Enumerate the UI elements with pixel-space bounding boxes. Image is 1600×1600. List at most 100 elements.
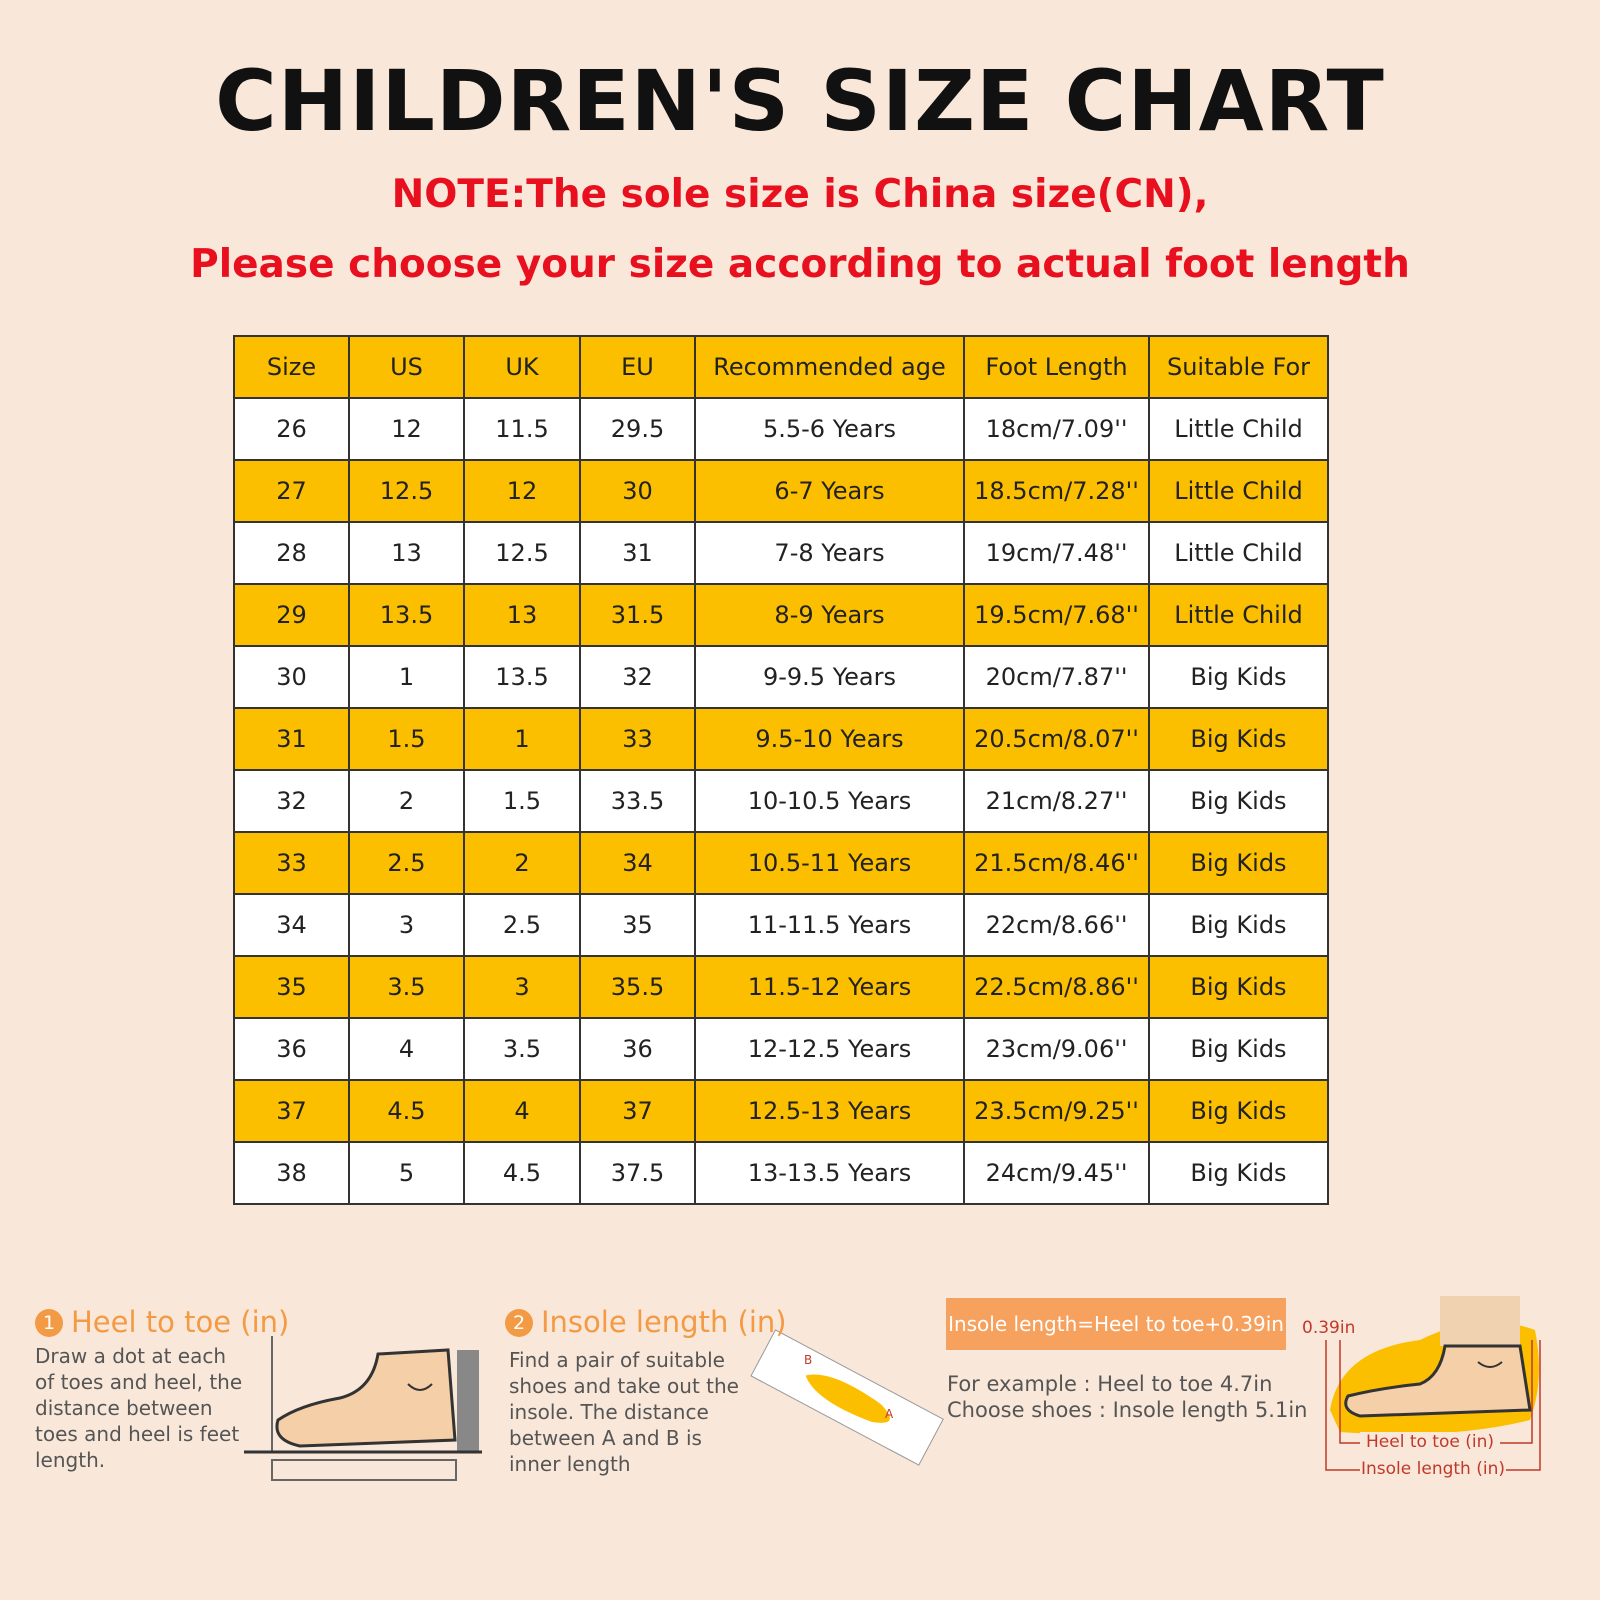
table-cell: 4.5 — [463, 1141, 581, 1205]
step-text: Draw a dot at each of toes and heel, the… — [35, 1344, 243, 1472]
table-cell: 3.5 — [348, 955, 465, 1019]
column-header: US — [348, 335, 465, 399]
table-cell: 9-9.5 Years — [694, 645, 965, 709]
table-cell: Big Kids — [1148, 831, 1329, 895]
table-cell: 32 — [579, 645, 696, 709]
table-row: 38 5 4.5 37.5 13-13.5 Years 24cm/9.45'' Big Ki… — [233, 1141, 1329, 1205]
table-cell: 33.5 — [579, 769, 696, 833]
table-row: 29 13.5 13 31.5 8-9 Years 19.5cm/7.68'' Little… — [233, 583, 1329, 647]
table-cell: 2.5 — [348, 831, 465, 895]
table-cell: 13-13.5 Years — [694, 1141, 965, 1205]
table-row: 30 1 13.5 32 9-9.5 Years 20cm/7.87'' Big Kids — [233, 645, 1329, 709]
table-cell: 2.5 — [463, 893, 581, 957]
header-row: Size US UK EU Recommended age Foot Length Suit… — [233, 335, 1329, 399]
table-cell: 21.5cm/8.46'' — [963, 831, 1150, 895]
table-cell: 31 — [233, 707, 350, 771]
table-cell: Big Kids — [1148, 955, 1329, 1019]
step-title-text: Heel to toe (in) — [71, 1305, 290, 1339]
table-cell: 10-10.5 Years — [694, 769, 965, 833]
table-cell: 3 — [463, 955, 581, 1019]
table-cell: 13 — [463, 583, 581, 647]
title: CHILDREN'S SIZE CHART — [215, 52, 1385, 150]
table-row: 33 2.5 2 34 10.5-11 Years 21.5cm/8.46'' Big Ki… — [233, 831, 1329, 895]
table-cell: Big Kids — [1148, 769, 1329, 833]
table-cell: 1 — [348, 645, 465, 709]
table-cell: 13 — [348, 521, 465, 585]
column-header: UK — [463, 335, 581, 399]
table-cell: 21cm/8.27'' — [963, 769, 1150, 833]
table-cell: 4.5 — [348, 1079, 465, 1143]
table-cell: 4 — [348, 1017, 465, 1081]
table-cell: 5 — [348, 1141, 465, 1205]
table-cell: Big Kids — [1148, 645, 1329, 709]
table-cell: Little Child — [1148, 521, 1329, 585]
column-header: Recommended age — [694, 335, 965, 399]
table-cell: 29.5 — [579, 397, 696, 461]
table-cell: 37 — [233, 1079, 350, 1143]
table-cell: Big Kids — [1148, 1079, 1329, 1143]
column-header: EU — [579, 335, 696, 399]
table-cell: 29 — [233, 583, 350, 647]
formula-box: Insole length=Heel to toe+0.39in — [946, 1298, 1286, 1350]
table-cell: 7-8 Years — [694, 521, 965, 585]
table-cell: Little Child — [1148, 583, 1329, 647]
table-cell: Big Kids — [1148, 1017, 1329, 1081]
table-cell: 1 — [463, 707, 581, 771]
step-title: 1 Heel to toe (in) — [35, 1305, 289, 1339]
foot-measure-illustration — [244, 1336, 482, 1481]
table-cell: 3.5 — [463, 1017, 581, 1081]
example-line: Choose shoes : Insole length 5.1in — [947, 1398, 1308, 1422]
table-row: 34 3 2.5 35 11-11.5 Years 22cm/8.66'' Big Kids — [233, 893, 1329, 957]
diagram-label: 0.39in — [1302, 1318, 1356, 1338]
table-row: 36 4 3.5 36 12-12.5 Years 23cm/9.06'' Big Kids — [233, 1017, 1329, 1081]
table-cell: 9.5-10 Years — [694, 707, 965, 771]
table-cell: 31 — [579, 521, 696, 585]
table-cell: 27 — [233, 459, 350, 523]
table-cell: 31.5 — [579, 583, 696, 647]
column-header: Suitable For — [1148, 335, 1329, 399]
table-cell: 22.5cm/8.86'' — [963, 955, 1150, 1019]
table-cell: 23.5cm/9.25'' — [963, 1079, 1150, 1143]
table-cell: 1.5 — [348, 707, 465, 771]
table-cell: 34 — [579, 831, 696, 895]
point-label: B — [804, 1353, 812, 1367]
table-cell: 18.5cm/7.28'' — [963, 459, 1150, 523]
example-line: For example : Heel to toe 4.7in — [947, 1372, 1273, 1396]
table-cell: 33 — [579, 707, 696, 771]
table-row: 31 1.5 1 33 9.5-10 Years 20.5cm/8.07'' Big Kid… — [233, 707, 1329, 771]
table-cell: 12-12.5 Years — [694, 1017, 965, 1081]
table-cell: 35.5 — [579, 955, 696, 1019]
table-cell: 19.5cm/7.68'' — [963, 583, 1150, 647]
table-cell: 24cm/9.45'' — [963, 1141, 1150, 1205]
point-label: A — [885, 1407, 894, 1421]
step-title-text: Insole length (in) — [541, 1305, 787, 1339]
table-cell: 35 — [233, 955, 350, 1019]
table-cell: 28 — [233, 521, 350, 585]
table-cell: 13.5 — [463, 645, 581, 709]
table-row: 32 2 1.5 33.5 10-10.5 Years 21cm/8.27'' Big Ki… — [233, 769, 1329, 833]
table-cell: 36 — [233, 1017, 350, 1081]
table-cell: 12.5 — [348, 459, 465, 523]
table-cell: Big Kids — [1148, 893, 1329, 957]
table-cell: 11-11.5 Years — [694, 893, 965, 957]
column-header: Size — [233, 335, 350, 399]
table-cell: 23cm/9.06'' — [963, 1017, 1150, 1081]
table-row: 37 4.5 4 37 12.5-13 Years 23.5cm/9.25'' Big Ki… — [233, 1079, 1329, 1143]
table-cell: 37.5 — [579, 1141, 696, 1205]
table-cell: 10.5-11 Years — [694, 831, 965, 895]
table-cell: 33 — [233, 831, 350, 895]
table-row: 26 12 11.5 29.5 5.5-6 Years 18cm/7.09'' Little… — [233, 397, 1329, 461]
table-cell: 19cm/7.48'' — [963, 521, 1150, 585]
table-cell: 20cm/7.87'' — [963, 645, 1150, 709]
table-cell: 26 — [233, 397, 350, 461]
table-cell: 11.5 — [463, 397, 581, 461]
table-cell: 18cm/7.09'' — [963, 397, 1150, 461]
table-cell: 1.5 — [463, 769, 581, 833]
note-line: Please choose your size according to act… — [190, 242, 1410, 287]
insole-illustration — [750, 1329, 944, 1466]
table-cell: 36 — [579, 1017, 696, 1081]
table-row: 28 13 12.5 31 7-8 Years 19cm/7.48'' Little Chi… — [233, 521, 1329, 585]
table-cell: 12.5 — [463, 521, 581, 585]
diagram-label: Heel to toe (in) — [1360, 1432, 1500, 1452]
